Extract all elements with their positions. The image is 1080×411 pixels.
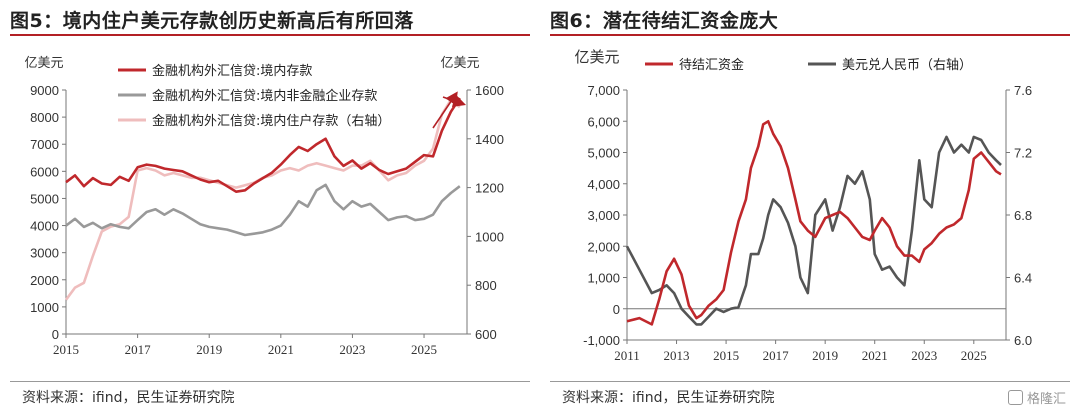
right-legend-label-1: 美元兑人民币（右轴）	[842, 58, 972, 73]
right-xtick-label: 2021	[862, 348, 888, 363]
left-ytick-label: 6000	[30, 164, 59, 179]
right-ytick-label: 3,000	[587, 208, 620, 223]
source-right: 资料来源：ifind，民生证券研究院	[562, 390, 775, 406]
right-xtick-label: 2025	[961, 348, 987, 363]
left-y2tick-label: 1400	[475, 132, 504, 147]
left-y-unit-label: 亿美元	[24, 56, 63, 71]
right-ytick-label: 6,000	[587, 114, 620, 129]
source-divider-left	[10, 381, 530, 382]
left-legend-label-0: 金融机构外汇信贷:境内存款	[152, 63, 312, 79]
right-series-line-0	[626, 120, 1002, 326]
left-series-line-2	[64, 98, 461, 301]
chart-panel-right: 图6：潜在待结汇资金庞大 -1,000 0 1,000 2,000 3,000 4,000…	[540, 0, 1080, 411]
left-y2tick-label: 600	[475, 327, 497, 342]
right-y2tick-label: 7.6	[1014, 83, 1032, 98]
right-ytick-label: 1,000	[587, 271, 620, 286]
left-xtick-label: 2019	[196, 342, 222, 357]
right-y2tick-label: 6.8	[1014, 208, 1032, 223]
left-ytick-label: 0	[52, 327, 59, 342]
source-divider-right	[550, 381, 1070, 382]
right-y2tick-label: 7.2	[1014, 146, 1032, 161]
right-ytick-label: 4,000	[587, 177, 620, 192]
left-y2tick-label: 1200	[475, 181, 504, 196]
left-series-line-0	[65, 97, 461, 193]
chart-left-svg: 0 1000 2000 3000 4000 5000 6000 7000 8000 9000 600…	[24, 56, 504, 357]
left-legend-label-2: 金融机构外汇信贷:境内住户存款（右轴）	[152, 113, 390, 129]
watermark: 格隆汇	[1008, 388, 1066, 407]
left-xtick-label: 2017	[125, 342, 152, 357]
right-y-unit-label: 亿美元	[574, 48, 619, 66]
right-y2tick-label: 6.4	[1014, 271, 1032, 286]
left-xtick-label: 2023	[339, 342, 365, 357]
right-ytick-label: 0	[613, 302, 620, 317]
left-y2tick-label: 800	[475, 278, 497, 293]
chart-panel-left: 图5：境内住户美元存款创历史新高后有所回落 0 1000 2000 3000 4000 5…	[10, 4, 530, 406]
right-legend-label-0: 待结汇资金	[679, 57, 744, 73]
left-ytick-label: 1000	[30, 300, 59, 315]
right-xtick-label: 2013	[664, 348, 690, 363]
right-xtick-label: 2015	[713, 348, 739, 363]
right-ytick-label: -1,000	[583, 333, 620, 348]
left-y2tick-label: 1600	[475, 83, 504, 98]
right-y2tick-label: 6.0	[1014, 333, 1032, 348]
left-ytick-label: 3000	[30, 246, 59, 261]
left-annotation-arrow-2	[442, 94, 467, 107]
left-y2-unit-label: 亿美元	[440, 56, 479, 71]
left-xtick-label: 2025	[411, 342, 437, 357]
left-xtick-label: 2021	[268, 342, 294, 357]
right-ytick-label: 5,000	[587, 146, 620, 161]
left-legend-label-1: 金融机构外汇信贷:境内非金融企业存款	[152, 88, 377, 104]
left-ytick-label: 4000	[30, 219, 59, 234]
left-ytick-label: 5000	[30, 191, 59, 206]
left-ytick-label: 2000	[30, 273, 59, 288]
chart-title-left: 图5：境内住户美元存款创历史新高后有所回落	[10, 10, 414, 32]
right-ytick-label: 7,000	[587, 83, 620, 98]
source-left: 资料来源：ifind，民生证券研究院	[22, 390, 235, 406]
left-series-line-1	[65, 183, 461, 237]
watermark-text: 格隆汇	[1027, 392, 1067, 407]
left-ytick-label: 8000	[30, 110, 59, 125]
right-xtick-label: 2017	[763, 348, 790, 363]
right-series-line-1	[625, 135, 1002, 326]
chart-right-svg: -1,000 0 1,000 2,000 3,000 4,000 5,000 6,000 7,0…	[574, 48, 1032, 363]
watermark-logo-icon	[1008, 390, 1023, 405]
left-y2tick-label: 1000	[475, 229, 504, 244]
right-xtick-label: 2019	[812, 348, 838, 363]
right-xtick-label: 2011	[614, 348, 640, 363]
left-xtick-label: 2015	[53, 342, 79, 357]
right-ytick-label: 2,000	[587, 239, 620, 254]
chart-title-right: 图6：潜在待结汇资金庞大	[550, 10, 779, 32]
title-bar-right: 图6：潜在待结汇资金庞大	[550, 4, 1070, 36]
left-ytick-label: 9000	[30, 83, 59, 98]
title-bar-left: 图5：境内住户美元存款创历史新高后有所回落	[10, 4, 530, 36]
left-ytick-label: 7000	[30, 137, 59, 152]
right-xtick-label: 2023	[911, 348, 937, 363]
